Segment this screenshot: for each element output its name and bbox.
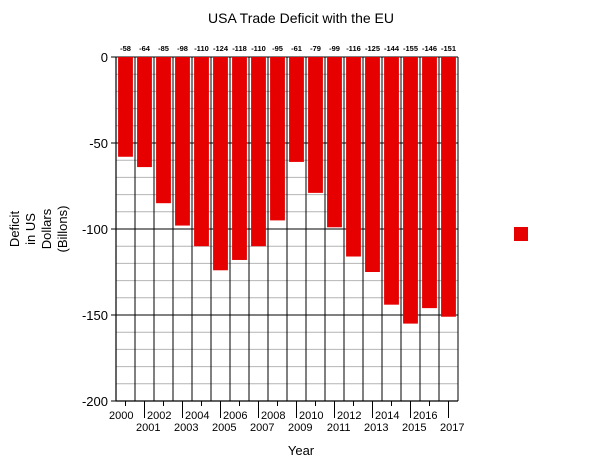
bar-2000: [118, 57, 133, 157]
bar-2004: [194, 57, 209, 247]
data-label: -125: [365, 44, 380, 53]
y-axis-label-line-2: in US: [23, 213, 38, 245]
data-label: -110: [251, 44, 266, 53]
x-tick-label: 2001: [136, 422, 160, 434]
x-tick-label: 2012: [337, 410, 361, 422]
y-axis-label-line-4: (Billons): [55, 206, 70, 253]
x-tick-label: 2000: [109, 410, 133, 422]
bar-2017: [441, 57, 456, 317]
bar-2008: [270, 57, 285, 221]
bar-2011: [327, 57, 342, 228]
data-label: -58: [120, 44, 131, 53]
y-tick-label: -100: [82, 222, 108, 237]
x-tick-label: 2007: [250, 422, 274, 434]
x-tick-label: 2009: [288, 422, 312, 434]
x-tick-label: 2015: [402, 422, 426, 434]
data-label: -110: [194, 44, 209, 53]
bar-2002: [156, 57, 171, 204]
data-label: -85: [158, 44, 169, 53]
data-label: -151: [441, 44, 456, 53]
data-label: -144: [384, 44, 400, 53]
data-label: -95: [272, 44, 283, 53]
x-tick-label: 2005: [212, 422, 236, 434]
y-tick-label: -150: [82, 308, 108, 323]
bar-2006: [232, 57, 247, 260]
bar-2010: [308, 57, 323, 193]
x-tick-label: 2006: [223, 410, 247, 422]
bar-2012: [346, 57, 361, 257]
x-tick-label: 2014: [375, 410, 399, 422]
y-tick-labels: 0 -50 -100 -150 -200: [82, 50, 108, 409]
x-tick-label: 2016: [413, 410, 437, 422]
data-labels: -58 -64 -85 -98 -110 -124 -118 -110 -95 -61 -79 -99…: [120, 44, 456, 53]
bar-2007: [251, 57, 266, 247]
data-label: -98: [177, 44, 188, 53]
bars: [118, 57, 456, 324]
data-label: -155: [403, 44, 418, 53]
data-label: -124: [213, 44, 229, 53]
data-label: -146: [422, 44, 437, 53]
y-tick-label: 0: [101, 50, 108, 65]
y-tick-label: -50: [89, 136, 108, 151]
data-label: -61: [291, 44, 302, 53]
y-axis-label-line-1: Deficit: [7, 211, 22, 248]
data-label: -118: [232, 44, 247, 53]
bar-2016: [422, 57, 437, 309]
x-tick-label: 2013: [364, 422, 388, 434]
bar-2003: [175, 57, 190, 226]
y-tick-label: -200: [82, 394, 108, 409]
x-tick-label: 2011: [327, 422, 351, 434]
data-label: -116: [346, 44, 361, 53]
y-axis-label: Deficit in US Dollars (Billons): [7, 206, 70, 253]
x-tick-labels: 2000200120022003200420052006200720082009…: [109, 410, 464, 434]
x-tick-label: 2004: [185, 410, 209, 422]
x-tick-label: 2003: [174, 422, 198, 434]
bar-2001: [137, 57, 152, 168]
bar-2014: [384, 57, 399, 305]
x-tick-label: 2010: [299, 410, 323, 422]
data-label: -64: [139, 44, 151, 53]
data-label: -99: [329, 44, 340, 53]
bar-2005: [213, 57, 228, 271]
x-tick-label: 2008: [261, 410, 285, 422]
gridlines: [115, 56, 459, 402]
y-axis-label-line-3: Dollars: [39, 208, 54, 249]
axes: [111, 56, 458, 418]
x-axis-label: Year: [288, 443, 315, 458]
x-tick-label: 2002: [147, 410, 171, 422]
x-tick-label: 2017: [440, 422, 464, 434]
data-label: -79: [310, 44, 321, 53]
legend-swatch: [514, 227, 528, 241]
bar-2013: [365, 57, 380, 272]
bar-2009: [289, 57, 304, 162]
bar-2015: [403, 57, 418, 324]
chart-title: USA Trade Deficit with the EU: [208, 10, 394, 26]
